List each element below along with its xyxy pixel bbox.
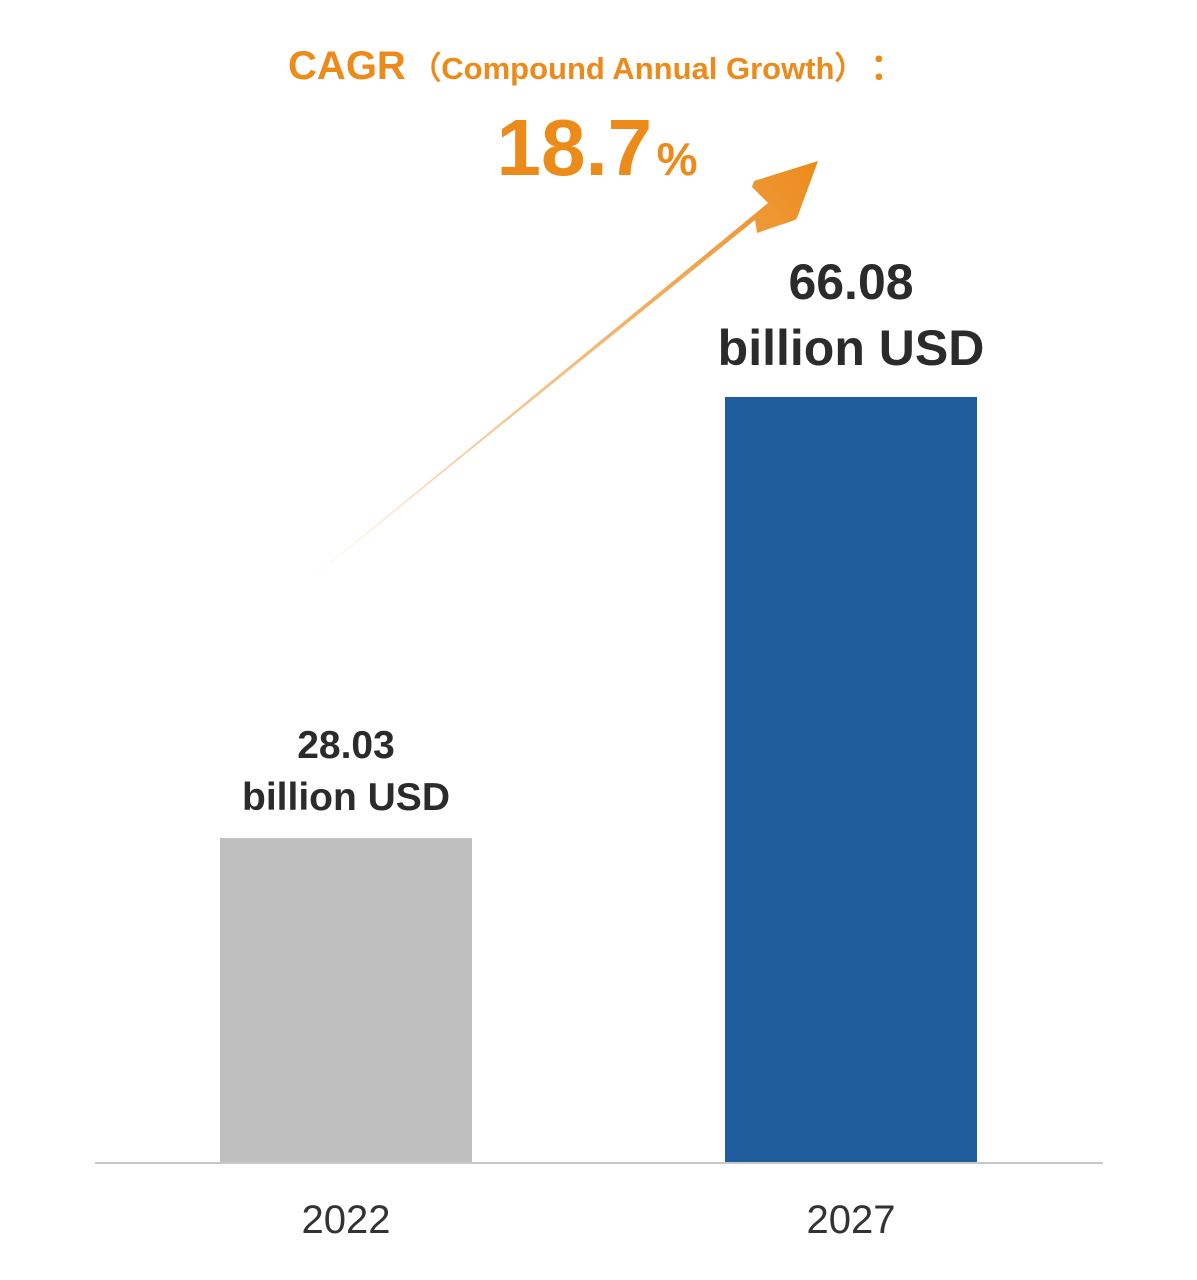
cagr-header: CAGR （Compound Annual Growth） ： (288, 44, 906, 88)
cagr-value-text: 18.7 % (496, 103, 697, 192)
x-tick-label-2022: 2022 (302, 1198, 391, 1242)
value-label-unit-2022: billion USD (242, 776, 450, 819)
value-label-number-2027: 66.08 (788, 254, 913, 310)
cagr-prefix: CAGR (288, 44, 406, 88)
bar-2022 (220, 838, 472, 1163)
value-label-number-2022: 28.03 (297, 724, 395, 767)
value-labels-layer: 28.03 billion USD 66.08 billion USD (242, 254, 984, 819)
cagr-paren: （Compound Annual Growth） (410, 51, 865, 86)
x-tick-label-2027: 2027 (807, 1198, 896, 1242)
cagr-value: 18.7 (496, 103, 652, 192)
bar-2027 (725, 397, 977, 1163)
value-label-unit-2027: billion USD (718, 320, 985, 376)
bars-layer (220, 397, 977, 1163)
cagr-colon: ： (870, 46, 906, 87)
cagr-unit: % (657, 133, 698, 185)
x-tick-labels: 2022 2027 (302, 1198, 896, 1242)
